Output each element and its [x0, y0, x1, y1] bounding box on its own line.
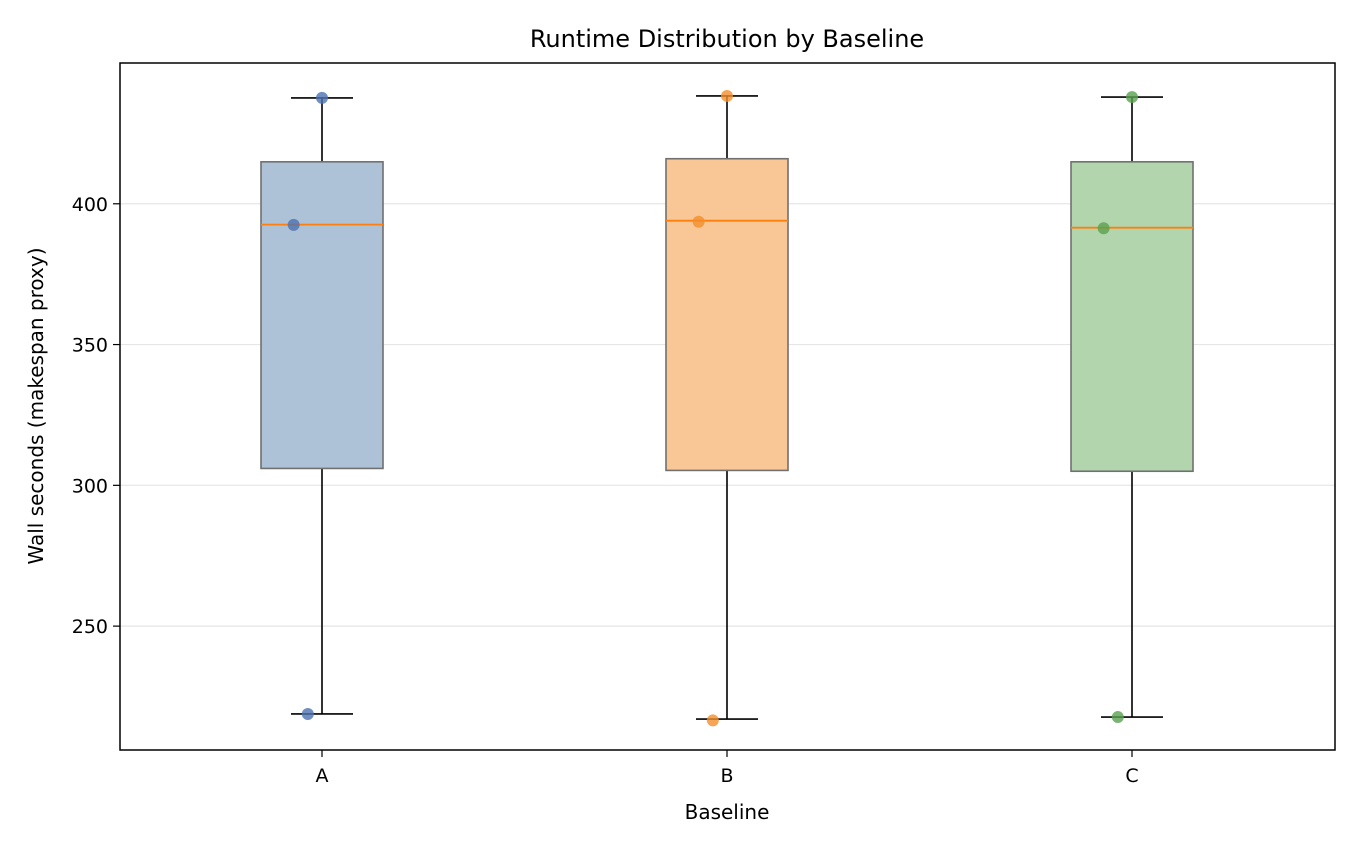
data-point	[1097, 222, 1110, 235]
box-B	[665, 157, 789, 472]
data-point	[1126, 91, 1138, 104]
y-tick-label: 400	[72, 194, 108, 216]
data-point	[287, 218, 300, 231]
chart-title: Runtime Distribution by Baseline	[530, 25, 924, 53]
x-tick-label: C	[1125, 765, 1138, 787]
y-tick-label: 300	[72, 475, 108, 497]
y-axis-label: Wall seconds (makespan proxy)	[24, 247, 48, 564]
y-tick-label: 350	[72, 335, 108, 357]
data-point	[301, 707, 314, 720]
data-point	[721, 89, 733, 102]
x-axis-label: Baseline	[685, 800, 770, 824]
data-point	[1111, 711, 1124, 724]
box-C	[1070, 161, 1194, 473]
data-point	[706, 714, 719, 727]
x-tick-label: B	[720, 765, 733, 787]
box-A	[260, 161, 384, 470]
y-tick-label: 250	[72, 616, 108, 638]
x-tick-label: A	[316, 765, 329, 787]
data-point	[316, 91, 328, 104]
data-point	[692, 215, 705, 228]
